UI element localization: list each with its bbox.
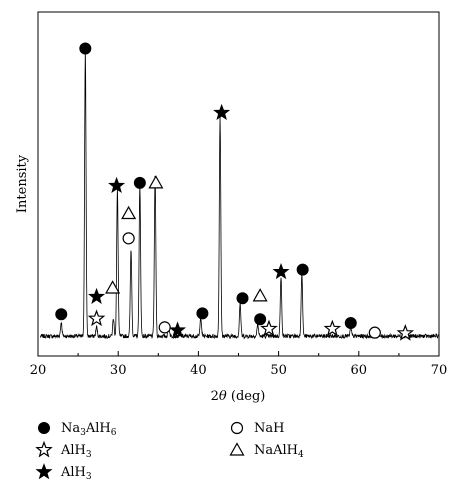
open-triangle-marker [252, 288, 268, 302]
filled-circle-marker [254, 313, 267, 326]
x-tick-label: 70 [431, 363, 448, 378]
filled-star-marker [272, 262, 290, 280]
filled-star-marker [88, 287, 106, 304]
x-axis-label: 2θ (deg) [211, 389, 266, 404]
filled-star-marker [169, 321, 187, 338]
open-triangle-marker [148, 175, 164, 189]
open-star-marker [260, 319, 278, 337]
open-circle-marker [368, 326, 381, 339]
filled-circle-marker [79, 42, 92, 55]
x-axis-ticks [37, 351, 440, 356]
open-star-marker [87, 309, 106, 327]
legend-subscript: 6 [111, 428, 117, 438]
x-tick-label: 60 [351, 363, 368, 378]
plot-frame [37, 11, 440, 357]
x-tick-label: 30 [110, 363, 127, 378]
open-star-marker [396, 324, 415, 341]
filled-circle-marker [236, 292, 249, 305]
legend-filled-circle-icon [38, 422, 50, 434]
y-axis-label: Intensity [15, 154, 30, 213]
x-tick-label: 20 [30, 363, 47, 378]
x-axis-label-unit: (deg) [227, 389, 266, 404]
legend-text: AlH [60, 465, 86, 480]
filled-circle-marker [296, 263, 309, 276]
legend-open-circle-icon [230, 421, 244, 435]
filled-circle-marker [55, 308, 68, 321]
legend-label: AlH3 [60, 465, 92, 482]
legend-subscript: 3 [86, 472, 92, 482]
legend-open-star-icon [35, 440, 53, 458]
filled-circle-marker [344, 317, 357, 330]
x-tick-label: 50 [270, 363, 287, 378]
x-tick-label: 40 [190, 363, 207, 378]
open-triangle-marker [105, 280, 121, 294]
legend-subscript: 3 [80, 428, 86, 438]
legend-filled-star-icon [35, 463, 53, 480]
x-axis-tick-labels: 20 30 40 50 60 70 [30, 363, 448, 378]
legend-label: NaH [254, 421, 284, 436]
legend-subscript: 3 [86, 450, 92, 460]
open-circle-marker [122, 232, 135, 245]
legend-label: Na3AlH6 [61, 421, 117, 438]
legend-label: AlH3 [60, 443, 92, 460]
legend-text: AlH [85, 421, 111, 436]
filled-star-marker [108, 176, 126, 194]
open-star-marker [323, 319, 342, 337]
x-axis-label-prefix: 2 [211, 389, 219, 404]
legend-subscript: 4 [298, 450, 304, 460]
legend-text: Na [61, 421, 80, 436]
x-axis-label-theta: θ [219, 389, 227, 404]
legend-text: AlH [60, 443, 86, 458]
open-triangle-marker [121, 205, 137, 220]
open-circle-marker [158, 321, 171, 334]
legend-label: NaAlH4 [254, 443, 304, 460]
legend-text: NaH [254, 421, 284, 436]
legend-text: NaAlH [254, 443, 298, 458]
filled-circle-marker [196, 307, 209, 320]
filled-star-marker [213, 103, 231, 121]
filled-circle-marker [133, 176, 146, 189]
legend-open-triangle-icon [229, 442, 245, 456]
phase-markers [55, 42, 415, 341]
